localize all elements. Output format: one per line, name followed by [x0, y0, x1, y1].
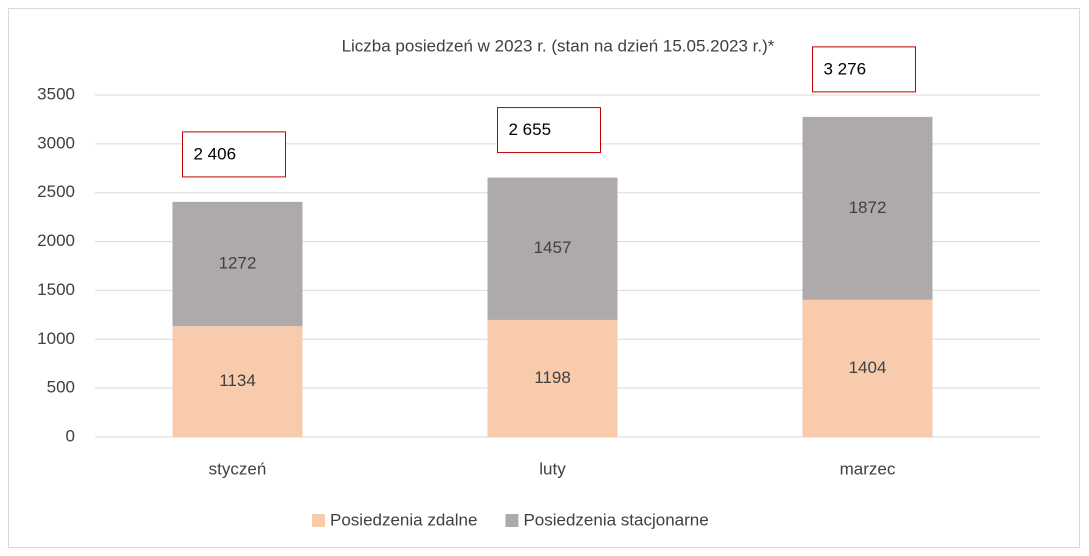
legend-swatch	[312, 514, 325, 527]
total-label: 2 655	[509, 120, 552, 139]
data-label: 1457	[534, 238, 572, 257]
y-tick-label: 2500	[37, 182, 75, 201]
bar-segment	[172, 326, 303, 437]
y-tick-label: 0	[66, 426, 75, 445]
y-tick-label: 1000	[37, 329, 75, 348]
legend-label: Posiedzenia stacjonarne	[523, 510, 708, 529]
x-tick-label: marzec	[840, 459, 896, 478]
data-label: 1272	[219, 254, 257, 273]
legend-swatch	[505, 514, 519, 527]
bar-segment	[172, 201, 303, 327]
y-tick-label: 2000	[37, 231, 75, 250]
y-tick-label: 1500	[37, 280, 75, 299]
x-tick-label: luty	[539, 459, 566, 478]
bar-segment	[802, 299, 933, 437]
data-label: 1134	[219, 371, 256, 390]
total-label: 3 276	[824, 59, 867, 78]
data-label: 1198	[534, 368, 571, 387]
y-tick-label: 500	[47, 378, 75, 397]
total-box	[812, 46, 916, 93]
bar-segment	[487, 177, 618, 320]
x-tick-label: styczeń	[209, 459, 267, 478]
bar-segment	[802, 116, 933, 300]
total-box	[182, 131, 286, 178]
legend-label: Posiedzenia zdalne	[330, 510, 477, 529]
total-label: 2 406	[194, 144, 237, 163]
bar-segment	[487, 319, 618, 437]
y-tick-label: 3500	[37, 84, 75, 103]
chart-title: Liczba posiedzeń w 2023 r. (stan na dzie…	[342, 36, 775, 55]
y-tick-label: 3000	[37, 133, 75, 152]
total-box	[497, 107, 601, 154]
data-label: 1872	[849, 198, 887, 217]
data-label: 1404	[849, 358, 887, 377]
